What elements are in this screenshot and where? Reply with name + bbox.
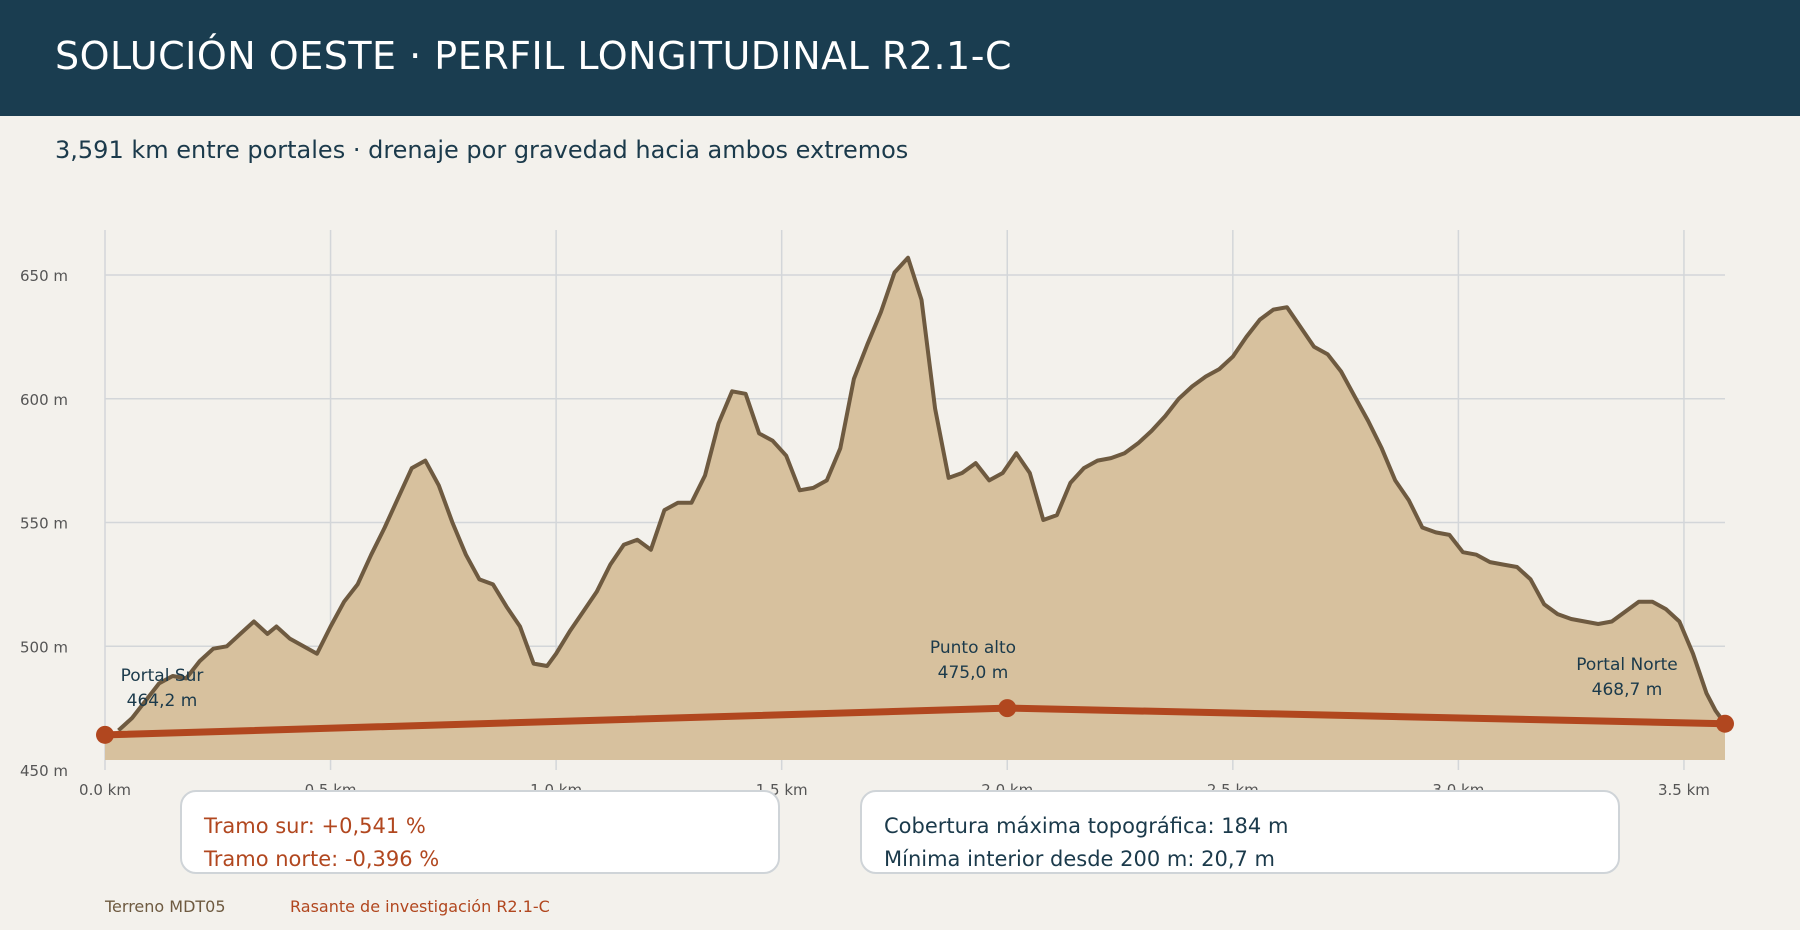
page-title: SOLUCIÓN OESTE · PERFIL LONGITUDINAL R2.… (55, 34, 1012, 78)
grade-point (96, 725, 114, 744)
grade-point (998, 699, 1017, 718)
y-tick-label: 600 m (20, 391, 68, 409)
annotation-label: Portal Sur (121, 666, 204, 686)
cover-max-text: Cobertura máxima topográfica: 184 m (884, 814, 1289, 838)
cover-card: Cobertura máxima topográfica: 184 m Míni… (860, 790, 1620, 874)
grade-point (1716, 714, 1734, 733)
grade-north-text: Tramo norte: -0,396 % (204, 847, 440, 871)
cover-min-text: Mínima interior desde 200 m: 20,7 m (884, 847, 1275, 871)
annotation-value: 464,2 m (127, 691, 198, 711)
annotation-label: Punto alto (930, 638, 1016, 658)
legend-terrain: Terreno MDT05 (105, 897, 226, 916)
annotation-value: 468,7 m (1592, 680, 1663, 700)
y-tick-label: 650 m (20, 267, 68, 285)
y-tick-label: 550 m (20, 515, 68, 533)
y-tick-label: 450 m (20, 762, 68, 780)
grades-card: Tramo sur: +0,541 % Tramo norte: -0,396 … (180, 790, 780, 874)
annotation-label: Portal Norte (1576, 655, 1677, 675)
page-subtitle: 3,591 km entre portales · drenaje por gr… (55, 136, 909, 164)
x-tick-label: 0.0 km (79, 781, 131, 799)
grade-south-text: Tramo sur: +0,541 % (204, 814, 426, 838)
terrain-area (105, 257, 1725, 760)
y-tick-label: 500 m (20, 638, 68, 656)
terrain-line (117, 255, 1727, 732)
legend-grade: Rasante de investigación R2.1-C (290, 897, 550, 916)
x-tick-label: 3.5 km (1658, 781, 1710, 799)
annotation-value: 475,0 m (938, 663, 1009, 683)
header-bar: SOLUCIÓN OESTE · PERFIL LONGITUDINAL R2.… (0, 0, 1800, 116)
